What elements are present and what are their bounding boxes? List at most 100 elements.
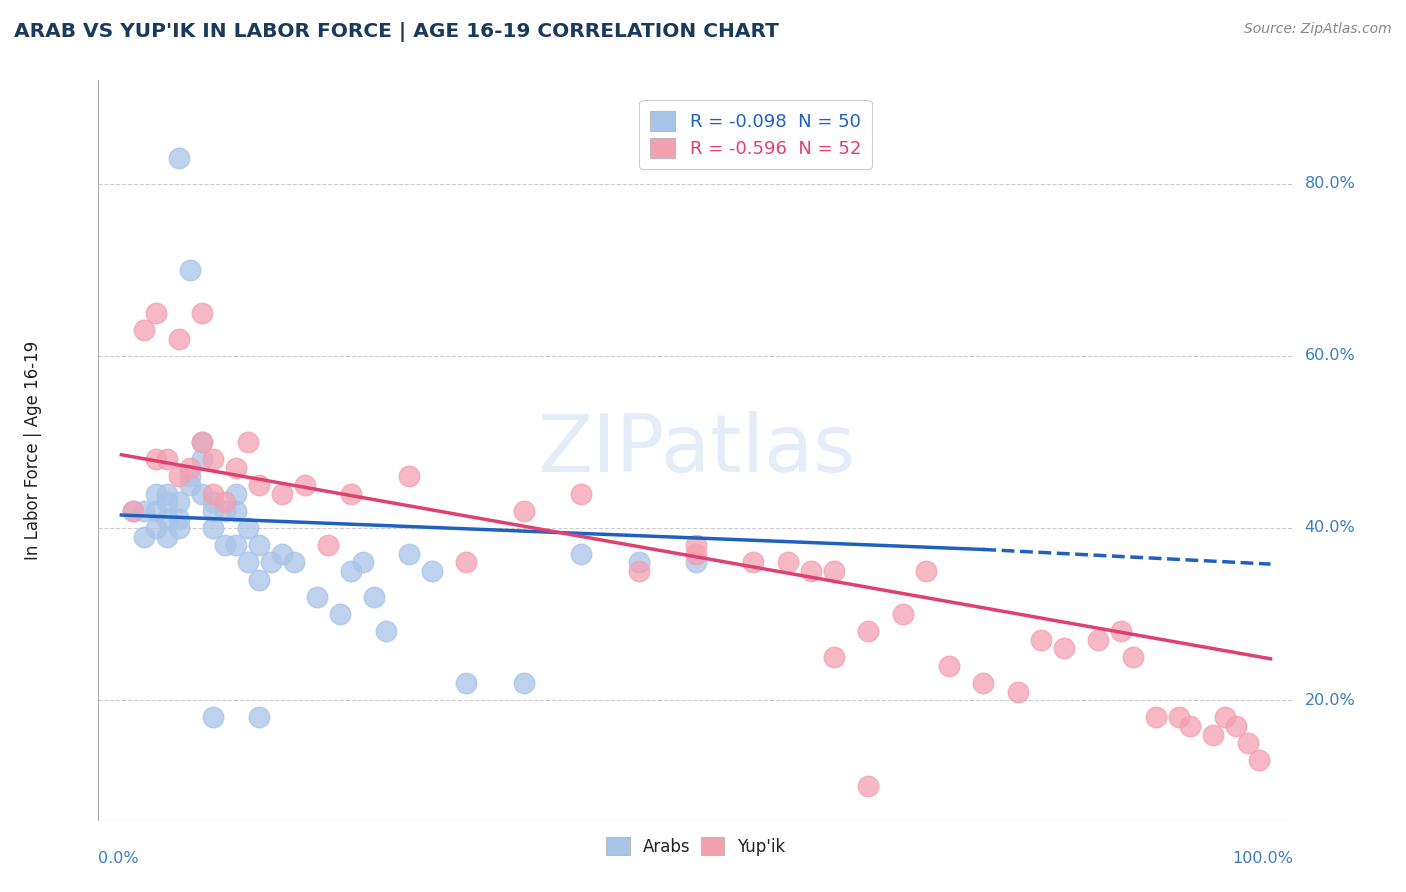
Point bbox=[179, 469, 201, 483]
Point bbox=[374, 624, 396, 639]
Point bbox=[167, 495, 190, 509]
Point bbox=[1225, 719, 1247, 733]
Point bbox=[512, 676, 534, 690]
Point bbox=[247, 538, 270, 552]
Point bbox=[247, 573, 270, 587]
Text: Source: ZipAtlas.com: Source: ZipAtlas.com bbox=[1244, 22, 1392, 37]
Point bbox=[352, 555, 374, 569]
Point bbox=[685, 555, 707, 569]
Point bbox=[122, 504, 145, 518]
Point bbox=[1087, 632, 1109, 647]
Point bbox=[891, 607, 914, 621]
Point bbox=[823, 564, 845, 578]
Point bbox=[685, 547, 707, 561]
Point bbox=[914, 564, 936, 578]
Point bbox=[247, 478, 270, 492]
Point bbox=[316, 538, 339, 552]
Point bbox=[145, 504, 167, 518]
Point bbox=[214, 538, 236, 552]
Point bbox=[1109, 624, 1132, 639]
Point bbox=[340, 564, 363, 578]
Text: 0.0%: 0.0% bbox=[98, 851, 139, 866]
Point bbox=[456, 555, 478, 569]
Point bbox=[145, 452, 167, 467]
Point bbox=[156, 486, 179, 500]
Point bbox=[1167, 710, 1189, 724]
Point bbox=[398, 469, 420, 483]
Point bbox=[167, 521, 190, 535]
Point bbox=[202, 504, 225, 518]
Point bbox=[236, 521, 259, 535]
Point bbox=[179, 262, 201, 277]
Point bbox=[156, 530, 179, 544]
Point bbox=[236, 434, 259, 449]
Point bbox=[191, 434, 214, 449]
Point bbox=[1122, 650, 1144, 665]
Point bbox=[858, 624, 880, 639]
Point bbox=[363, 590, 385, 604]
Point bbox=[134, 530, 156, 544]
Point bbox=[191, 306, 214, 320]
Point bbox=[236, 555, 259, 569]
Point bbox=[134, 323, 156, 337]
Point bbox=[202, 486, 225, 500]
Point bbox=[122, 504, 145, 518]
Point bbox=[456, 676, 478, 690]
Point bbox=[742, 555, 765, 569]
Point bbox=[179, 460, 201, 475]
Point bbox=[1144, 710, 1167, 724]
Point bbox=[134, 504, 156, 518]
Point bbox=[260, 555, 283, 569]
Point bbox=[627, 564, 650, 578]
Text: 40.0%: 40.0% bbox=[1305, 520, 1355, 535]
Point bbox=[214, 504, 236, 518]
Point bbox=[202, 452, 225, 467]
Text: 100.0%: 100.0% bbox=[1233, 851, 1294, 866]
Point bbox=[167, 332, 190, 346]
Point bbox=[145, 521, 167, 535]
Point bbox=[167, 151, 190, 165]
Point bbox=[271, 547, 294, 561]
Text: ZIPatlas: ZIPatlas bbox=[537, 411, 855, 490]
Point bbox=[191, 452, 214, 467]
Point bbox=[972, 676, 994, 690]
Point bbox=[685, 538, 707, 552]
Point bbox=[191, 434, 214, 449]
Point bbox=[156, 452, 179, 467]
Point bbox=[858, 779, 880, 793]
Point bbox=[329, 607, 352, 621]
Point bbox=[627, 555, 650, 569]
Text: In Labor Force | Age 16-19: In Labor Force | Age 16-19 bbox=[24, 341, 42, 560]
Point bbox=[156, 512, 179, 526]
Text: 80.0%: 80.0% bbox=[1305, 176, 1355, 191]
Point bbox=[225, 538, 247, 552]
Point bbox=[1007, 684, 1029, 698]
Point bbox=[225, 460, 247, 475]
Point bbox=[202, 710, 225, 724]
Point bbox=[1236, 736, 1258, 750]
Point bbox=[1178, 719, 1201, 733]
Point bbox=[167, 512, 190, 526]
Point bbox=[569, 547, 592, 561]
Point bbox=[420, 564, 443, 578]
Point bbox=[938, 658, 960, 673]
Point bbox=[569, 486, 592, 500]
Point bbox=[1247, 753, 1270, 767]
Point bbox=[1213, 710, 1236, 724]
Point bbox=[1029, 632, 1052, 647]
Point bbox=[800, 564, 823, 578]
Point bbox=[247, 710, 270, 724]
Point bbox=[145, 306, 167, 320]
Point bbox=[202, 521, 225, 535]
Point bbox=[776, 555, 799, 569]
Point bbox=[179, 478, 201, 492]
Point bbox=[294, 478, 316, 492]
Legend: Arabs, Yup'ik: Arabs, Yup'ik bbox=[598, 829, 794, 864]
Point bbox=[271, 486, 294, 500]
Point bbox=[191, 486, 214, 500]
Point bbox=[225, 504, 247, 518]
Point bbox=[156, 495, 179, 509]
Point bbox=[214, 495, 236, 509]
Point bbox=[167, 469, 190, 483]
Point bbox=[202, 495, 225, 509]
